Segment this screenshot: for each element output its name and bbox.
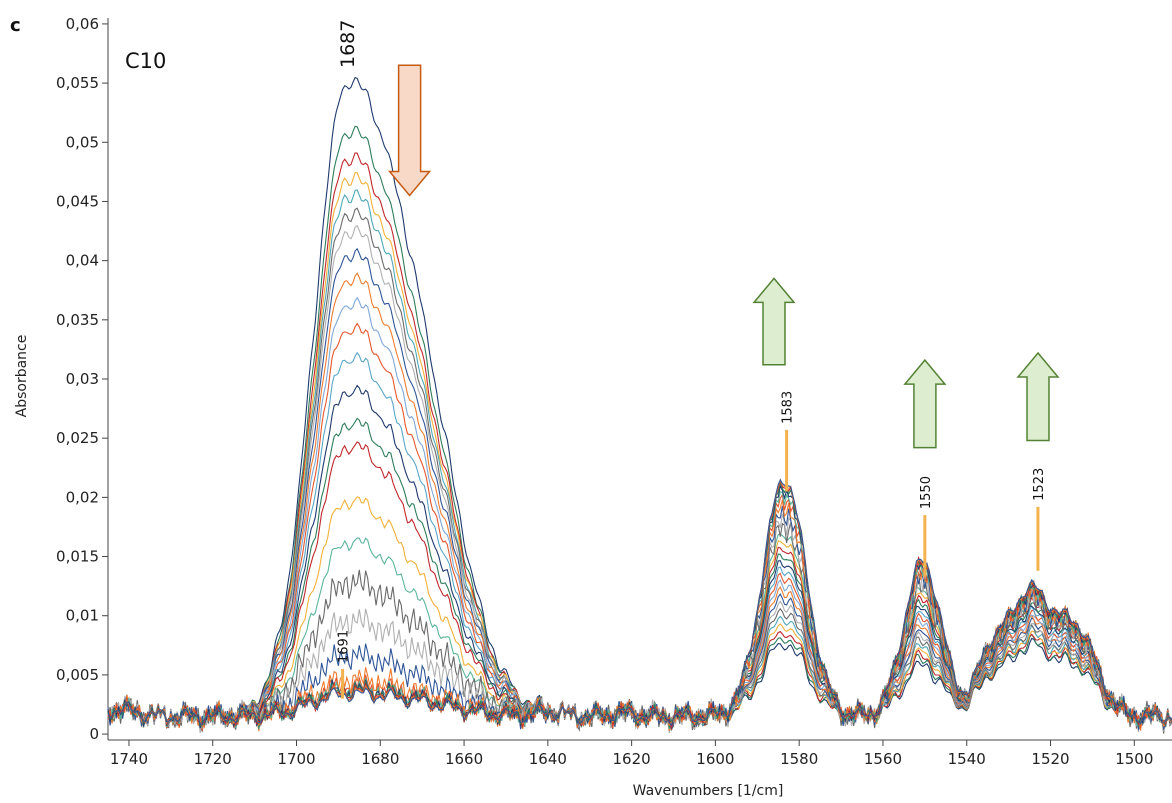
x-tick-label: 1720: [194, 750, 232, 768]
y-tick-label: 0,005: [56, 666, 99, 684]
x-tick-label: 1660: [445, 750, 483, 768]
x-tick-label: 1500: [1115, 750, 1153, 768]
increase-arrow: [752, 277, 796, 366]
y-tick-label: 0,05: [66, 133, 99, 151]
spectrum-line: [107, 322, 1172, 726]
x-tick-label: 1700: [277, 750, 315, 768]
arrow-layer: [387, 64, 1060, 449]
peak-label: 1687: [337, 20, 359, 68]
x-tick-label: 1620: [613, 750, 651, 768]
y-tick-label: 0,02: [66, 488, 99, 506]
spectrum-line: [107, 478, 1172, 727]
y-tick-label: 0,03: [66, 370, 99, 388]
x-tick-label: 1680: [361, 750, 399, 768]
peak-label: 1550: [919, 476, 934, 509]
increase-arrow: [903, 358, 947, 449]
y-tick-label: 0,055: [56, 74, 99, 92]
x-tick-label: 1560: [864, 750, 902, 768]
decrease-arrow: [387, 64, 432, 197]
y-tick-label: 0,06: [66, 15, 99, 33]
y-tick-label: 0,04: [66, 252, 99, 270]
spectrum-line: [107, 247, 1172, 727]
x-tick-label: 1520: [1031, 750, 1069, 768]
y-tick-label: 0,025: [56, 429, 99, 447]
peak-label: 1523: [1032, 468, 1047, 501]
y-tick-label: 0,015: [56, 548, 99, 566]
y-tick-label: 0,01: [66, 607, 99, 625]
series-layer: [107, 76, 1172, 734]
x-tick-label: 1580: [780, 750, 818, 768]
y-tick-label: 0,035: [56, 311, 99, 329]
panel-letter: c: [10, 15, 21, 36]
spectrum-line: [107, 125, 1172, 727]
marker-layer: 1687 1691 1583 1550 1523: [337, 20, 1047, 699]
peak-label: 1583: [781, 391, 796, 424]
x-tick-label: 1600: [696, 750, 734, 768]
spectrum-line: [107, 384, 1172, 727]
spectrum-line: [107, 207, 1172, 725]
axes: 0 0,005 0,01 0,015 0,02 0,025 0,03 0,035 0,04 0,0…: [56, 15, 1172, 768]
y-tick-label: 0: [89, 725, 99, 743]
increase-arrow: [1016, 351, 1060, 442]
peak-label: 1691: [337, 630, 352, 663]
y-axis-title: Absorbance: [14, 335, 30, 418]
x-tick-label: 1540: [948, 750, 986, 768]
x-tick-label: 1740: [110, 750, 148, 768]
spectrum-line: [107, 351, 1172, 728]
sample-label: C10: [125, 49, 166, 73]
x-tick-label: 1640: [529, 750, 567, 768]
x-axis-title: Wavenumbers [1/cm]: [633, 783, 784, 799]
y-tick-label: 0,045: [56, 192, 99, 210]
